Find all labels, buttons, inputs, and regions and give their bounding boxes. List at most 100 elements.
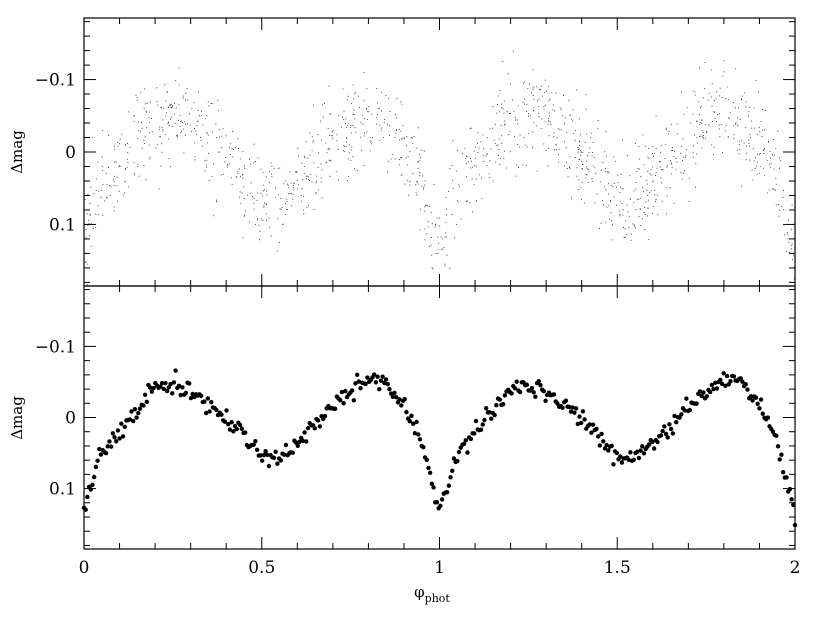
data-point [695,120,697,122]
data-point [578,158,580,160]
data-point [656,167,658,169]
data-point [640,176,642,178]
data-point [286,201,288,203]
data-point [764,109,766,111]
data-point [784,234,786,236]
data-point [164,133,166,135]
data-point [533,86,535,88]
data-point [345,118,347,120]
data-point [178,392,183,398]
data-point [611,239,613,241]
data-point [527,88,529,90]
data-point [424,184,426,186]
data-point [774,433,779,438]
data-point [695,137,697,139]
data-point [477,151,479,153]
data-point [301,188,303,190]
data-point [502,60,504,62]
data-point [378,378,384,383]
data-point [206,166,208,168]
data-point [787,238,789,240]
data-point [282,452,287,457]
data-point [621,203,623,205]
data-point [711,105,713,107]
data-point [639,209,641,211]
data-point [462,152,464,155]
data-point [231,429,236,434]
data-point [320,181,322,183]
data-point [647,170,649,172]
data-point [206,115,208,117]
data-point [499,157,501,159]
data-point [388,134,391,136]
data-point [550,121,552,123]
data-point [607,193,610,195]
data-point [406,179,408,181]
data-point [748,111,750,113]
data-point [184,99,187,101]
data-point [661,182,663,184]
data-point [292,193,294,196]
data-point [171,380,177,385]
data-point [694,134,696,136]
data-point [680,145,682,147]
data-point [748,139,750,141]
data-point [401,139,403,141]
data-point [751,169,753,171]
data-point [387,386,392,392]
data-point [320,163,322,165]
data-point [756,161,758,163]
data-point [182,128,184,130]
data-point [763,148,766,150]
data-point [303,212,305,214]
data-point [481,177,483,179]
data-point [228,163,231,165]
data-point [431,485,436,490]
data-point [455,458,460,464]
data-point [311,136,313,138]
data-point [216,136,218,138]
data-point [432,268,434,270]
data-point [733,134,735,136]
data-point [622,226,625,229]
data-point [478,427,484,432]
data-point [608,171,610,173]
data-point [758,153,761,155]
data-point [407,156,409,158]
data-point [425,204,427,206]
y-tick-label: −0.1 [35,337,76,357]
data-point [743,92,745,94]
data-point [375,374,380,379]
data-point [137,138,139,140]
data-point [644,229,646,231]
data-point [439,497,445,502]
data-point [787,219,790,221]
data-point [425,233,427,235]
data-point [634,449,640,455]
data-point [577,146,579,149]
data-point [728,117,730,119]
data-point [390,158,392,160]
data-point [383,122,385,124]
data-point [664,144,667,146]
data-point [555,401,560,406]
data-point [424,206,426,208]
data-point [176,383,182,389]
data-point [715,121,717,123]
data-point [175,80,177,82]
data-point [293,182,295,184]
data-point [492,412,497,418]
data-point [286,209,288,211]
data-point [349,127,351,129]
data-point [440,236,442,238]
data-point [607,205,609,207]
data-point [243,186,245,188]
data-point [533,110,535,112]
data-point [480,141,482,143]
data-point [356,379,362,384]
data-point [497,144,499,146]
data-point [110,431,116,436]
data-point [650,174,652,176]
data-point [785,251,787,253]
data-point [671,167,673,169]
